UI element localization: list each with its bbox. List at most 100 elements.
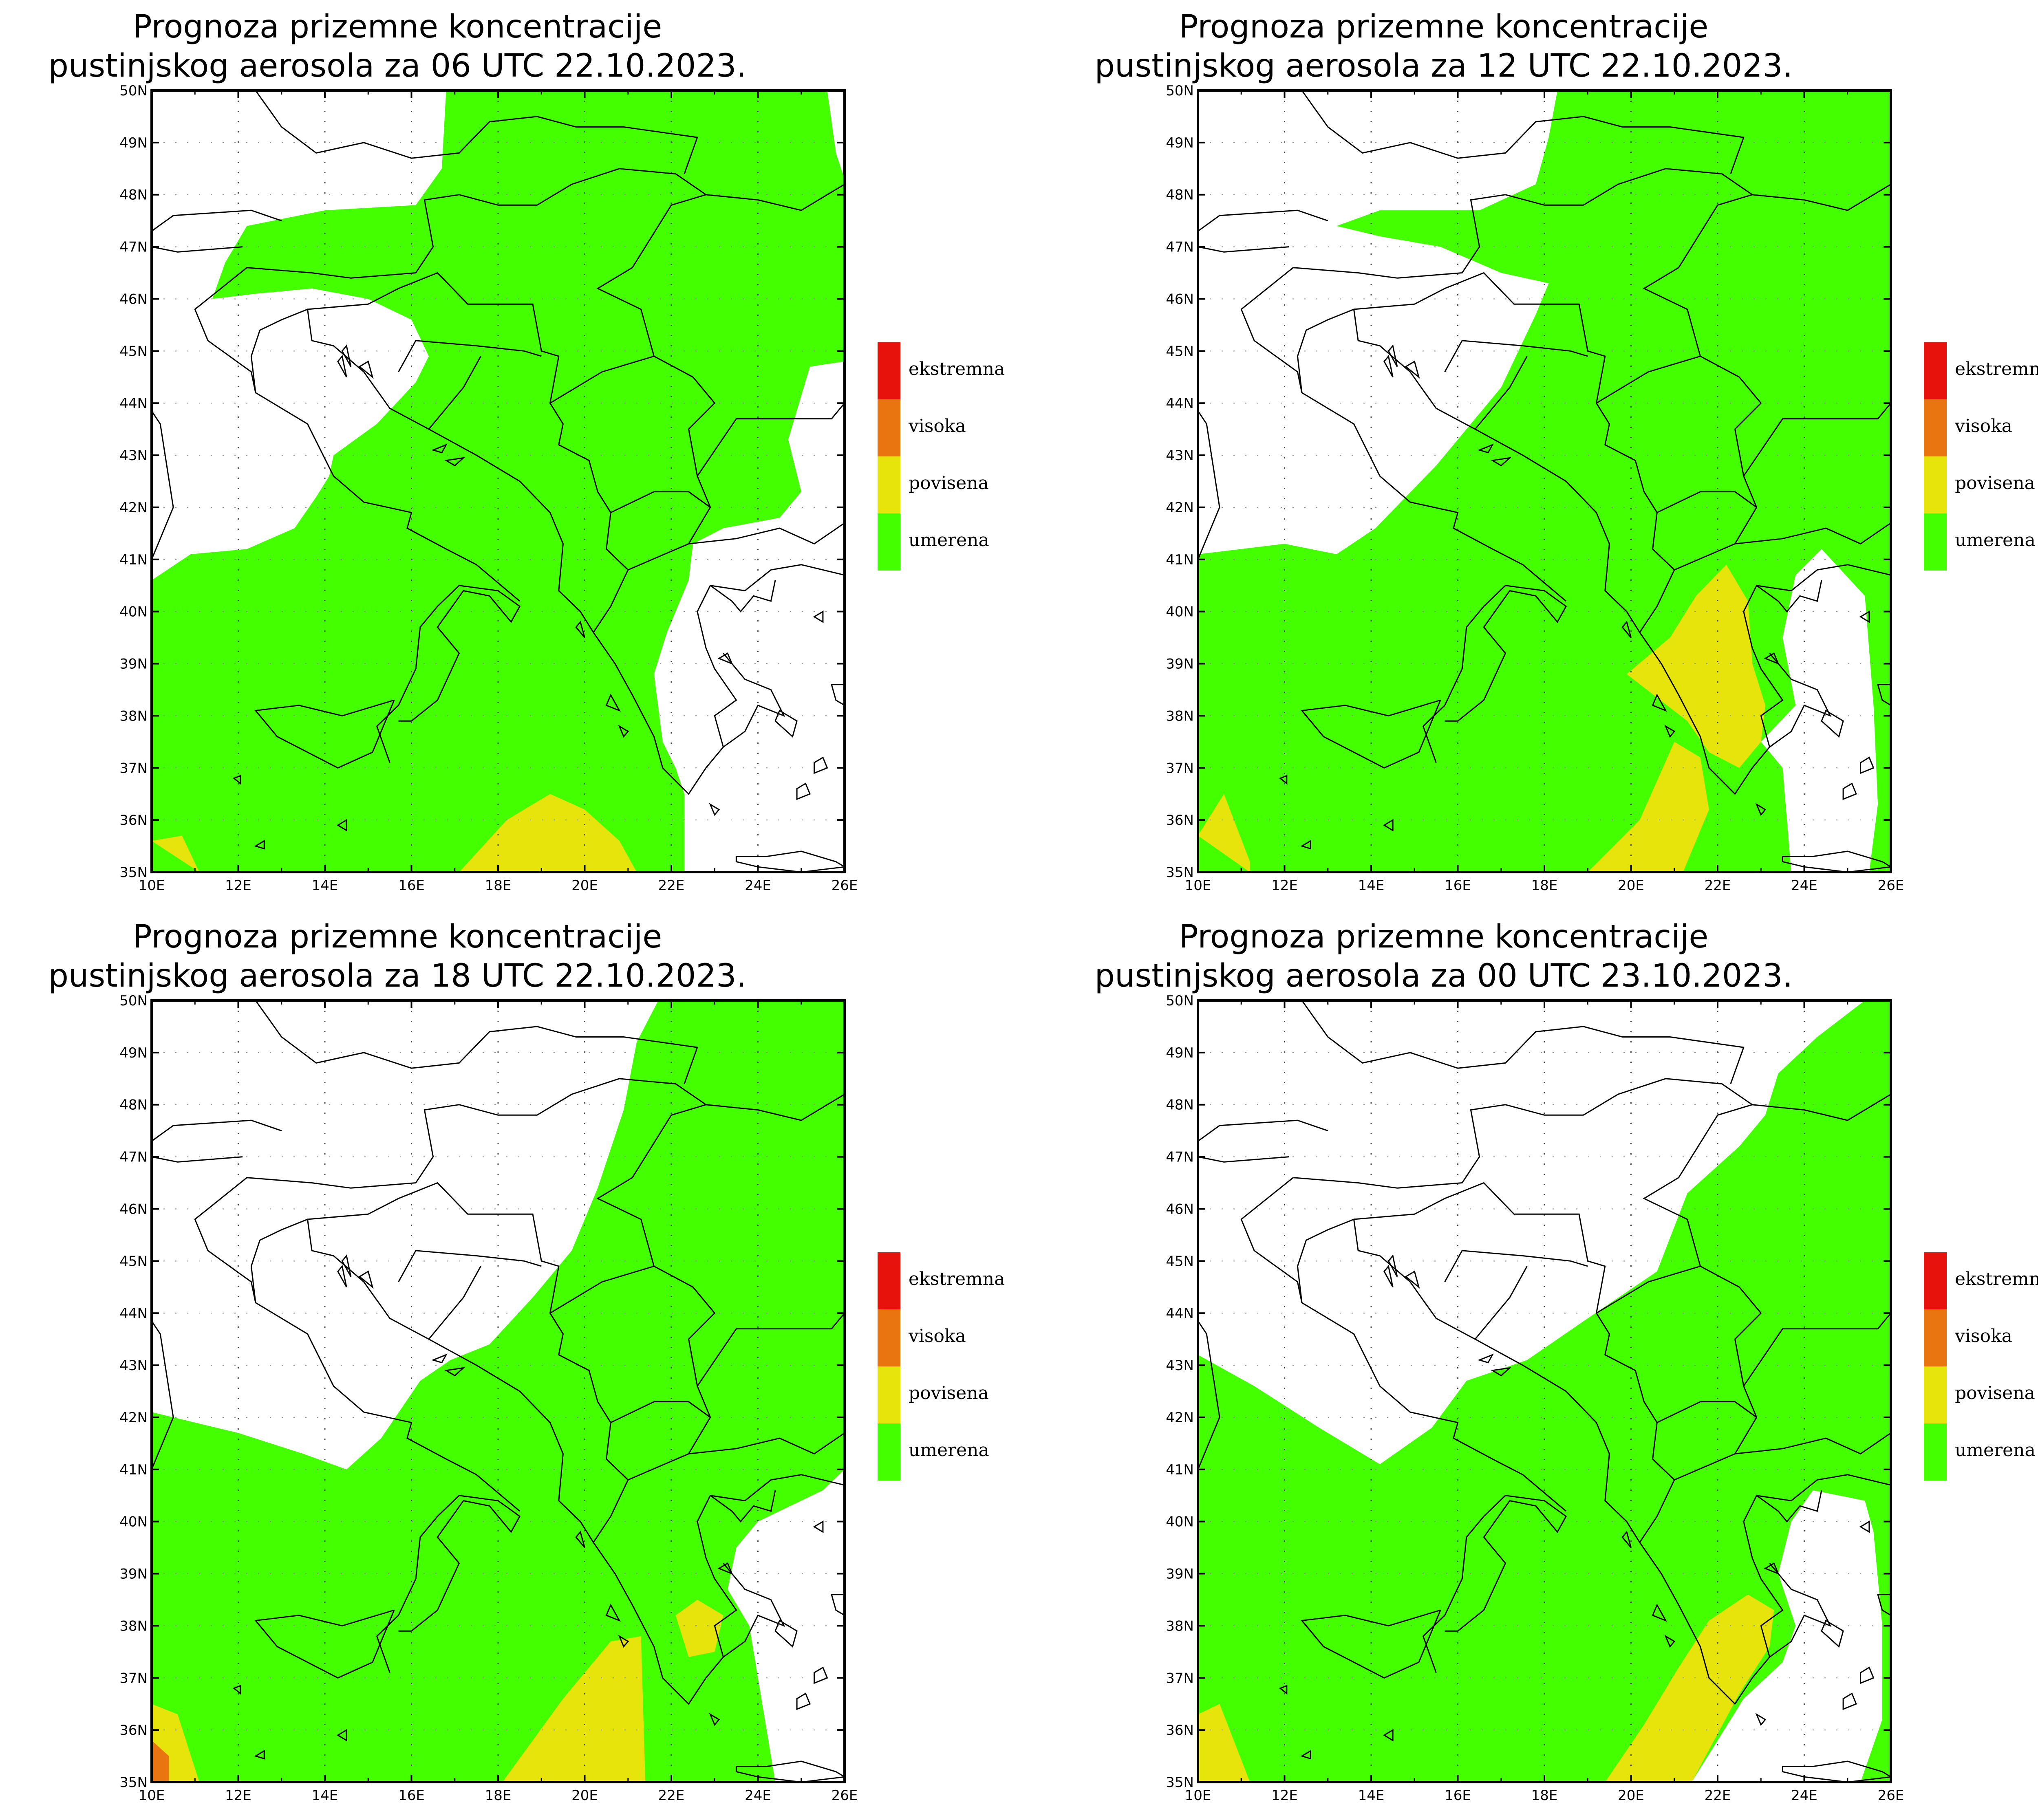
legend-item: povisena xyxy=(878,456,1041,513)
lat-tick-label: 42N xyxy=(1166,500,1194,516)
lat-tick-label: 50N xyxy=(119,83,148,99)
lat-tick-label: 44N xyxy=(119,1305,148,1322)
lat-tick-label: 39N xyxy=(119,656,148,672)
coastline-border xyxy=(549,355,716,571)
dust-concentration-area xyxy=(502,1636,646,1782)
coastline-border xyxy=(459,1078,706,1116)
coastline-border xyxy=(697,403,845,477)
map-plot: 50N 49N 48N 47N 46N 45N 44N 43N 42N 41N 40N 39N 38N 3… xyxy=(119,993,858,1804)
lat-tick-label: 37N xyxy=(119,760,148,776)
legend-swatch xyxy=(1924,1252,1947,1309)
island-outline xyxy=(831,684,845,706)
coastline-border xyxy=(1297,1218,1891,1705)
island-outline xyxy=(336,1729,347,1742)
island-outline xyxy=(254,839,265,850)
panel-title-line2: pustinjskog aerosola za 06 UTC 22.10.202… xyxy=(48,48,747,84)
legend-swatch xyxy=(1924,513,1947,571)
coastline-border xyxy=(1596,355,1762,571)
legend-label: umerena xyxy=(1955,530,2036,551)
lat-tick-label: 39N xyxy=(1166,656,1194,672)
island-outline xyxy=(1387,1254,1398,1277)
island-outline xyxy=(1621,1531,1632,1548)
coastline-border xyxy=(1354,272,1675,633)
legend-swatch xyxy=(878,1309,900,1366)
coastline-border xyxy=(1474,1266,1528,1340)
coastline-border xyxy=(697,1313,845,1387)
legend-swatch xyxy=(878,342,900,399)
lat-tick-label: 46N xyxy=(1166,291,1194,307)
island-outline xyxy=(1383,355,1394,378)
legend: ekstremna visoka povisena umerena xyxy=(1924,1252,2038,1481)
lat-tick-label: 42N xyxy=(1166,1410,1194,1426)
coastline-border xyxy=(376,1495,521,1673)
legend-label: povisena xyxy=(1955,1383,2035,1404)
island-outline xyxy=(1279,775,1288,785)
lat-tick-label: 43N xyxy=(119,1357,148,1374)
island-outline xyxy=(431,1353,448,1364)
island-outline xyxy=(232,1685,241,1695)
legend-item: umerena xyxy=(1924,513,2038,571)
island-outline xyxy=(1859,1520,1870,1533)
coastline-border xyxy=(1743,1313,1891,1387)
island-outline xyxy=(831,1594,845,1616)
island-outline xyxy=(1859,610,1870,623)
lon-tick-label: 22E xyxy=(1705,877,1731,894)
dust-concentration-area xyxy=(152,1740,169,1782)
island-outline xyxy=(1383,1265,1394,1288)
lat-tick-label: 41N xyxy=(1166,552,1194,568)
lat-tick-label: 41N xyxy=(119,552,148,568)
island-outline xyxy=(1860,756,1875,774)
dust-concentration-area xyxy=(1626,564,1765,768)
coastline-border xyxy=(1198,410,1220,560)
island-outline xyxy=(618,725,629,738)
legend-label: visoka xyxy=(909,1326,966,1346)
coastline-border xyxy=(1756,580,1822,613)
island-outline xyxy=(1478,443,1494,454)
coastline-border xyxy=(610,491,711,513)
dust-concentration-area xyxy=(459,794,637,872)
lon-tick-label: 24E xyxy=(1791,877,1817,894)
lat-tick-label: 42N xyxy=(119,1410,148,1426)
island-outline xyxy=(1755,1713,1767,1726)
island-outline xyxy=(232,775,241,785)
island-outline xyxy=(1478,1353,1494,1364)
island-outline xyxy=(254,1749,265,1760)
island-outline xyxy=(1387,344,1398,367)
legend-label: visoka xyxy=(1955,416,2012,436)
legend-label: visoka xyxy=(1955,1326,2012,1346)
panel-title-line1: Prognoza prizemne koncentracije xyxy=(1179,919,1709,955)
legend-swatch xyxy=(1924,342,1947,399)
lon-tick-label: 12E xyxy=(1271,877,1298,894)
legend: ekstremna visoka povisena umerena xyxy=(878,342,1041,571)
forecast-panel: Prognoza prizemne koncentracije pustinjsk… xyxy=(1046,910,2038,1820)
coastline-border xyxy=(1596,1265,1762,1481)
coastline-border xyxy=(255,1000,698,1084)
coastline-border xyxy=(428,1266,481,1340)
island-outline xyxy=(1279,1685,1288,1695)
coastline-border xyxy=(1769,1563,1832,1658)
island-outline xyxy=(1491,1367,1512,1377)
legend-item: visoka xyxy=(878,399,1041,456)
island-outline xyxy=(814,1666,828,1684)
lat-tick-label: 41N xyxy=(119,1462,148,1478)
island-outline xyxy=(813,610,824,623)
lat-tick-label: 37N xyxy=(119,1670,148,1686)
lat-tick-label: 50N xyxy=(1166,993,1194,1009)
coastline-border xyxy=(307,272,629,633)
island-outline xyxy=(717,652,733,665)
legend-swatch xyxy=(878,399,900,456)
lon-tick-label: 24E xyxy=(1791,1787,1817,1804)
island-outline xyxy=(431,443,448,454)
island-outline xyxy=(709,803,720,816)
coastline-border xyxy=(1198,1156,1289,1163)
lon-tick-label: 16E xyxy=(398,1787,425,1804)
lat-tick-label: 49N xyxy=(119,135,148,151)
legend-swatch xyxy=(878,1252,900,1309)
forecast-panel: Prognoza prizemne koncentracije pustinjsk… xyxy=(1046,0,2038,910)
coastline-border xyxy=(1444,340,1588,372)
island-outline xyxy=(605,693,621,712)
lat-tick-label: 44N xyxy=(119,395,148,412)
legend-label: ekstremna xyxy=(1955,359,2038,379)
coastline-border xyxy=(596,1093,845,1267)
lat-tick-label: 38N xyxy=(119,1618,148,1634)
